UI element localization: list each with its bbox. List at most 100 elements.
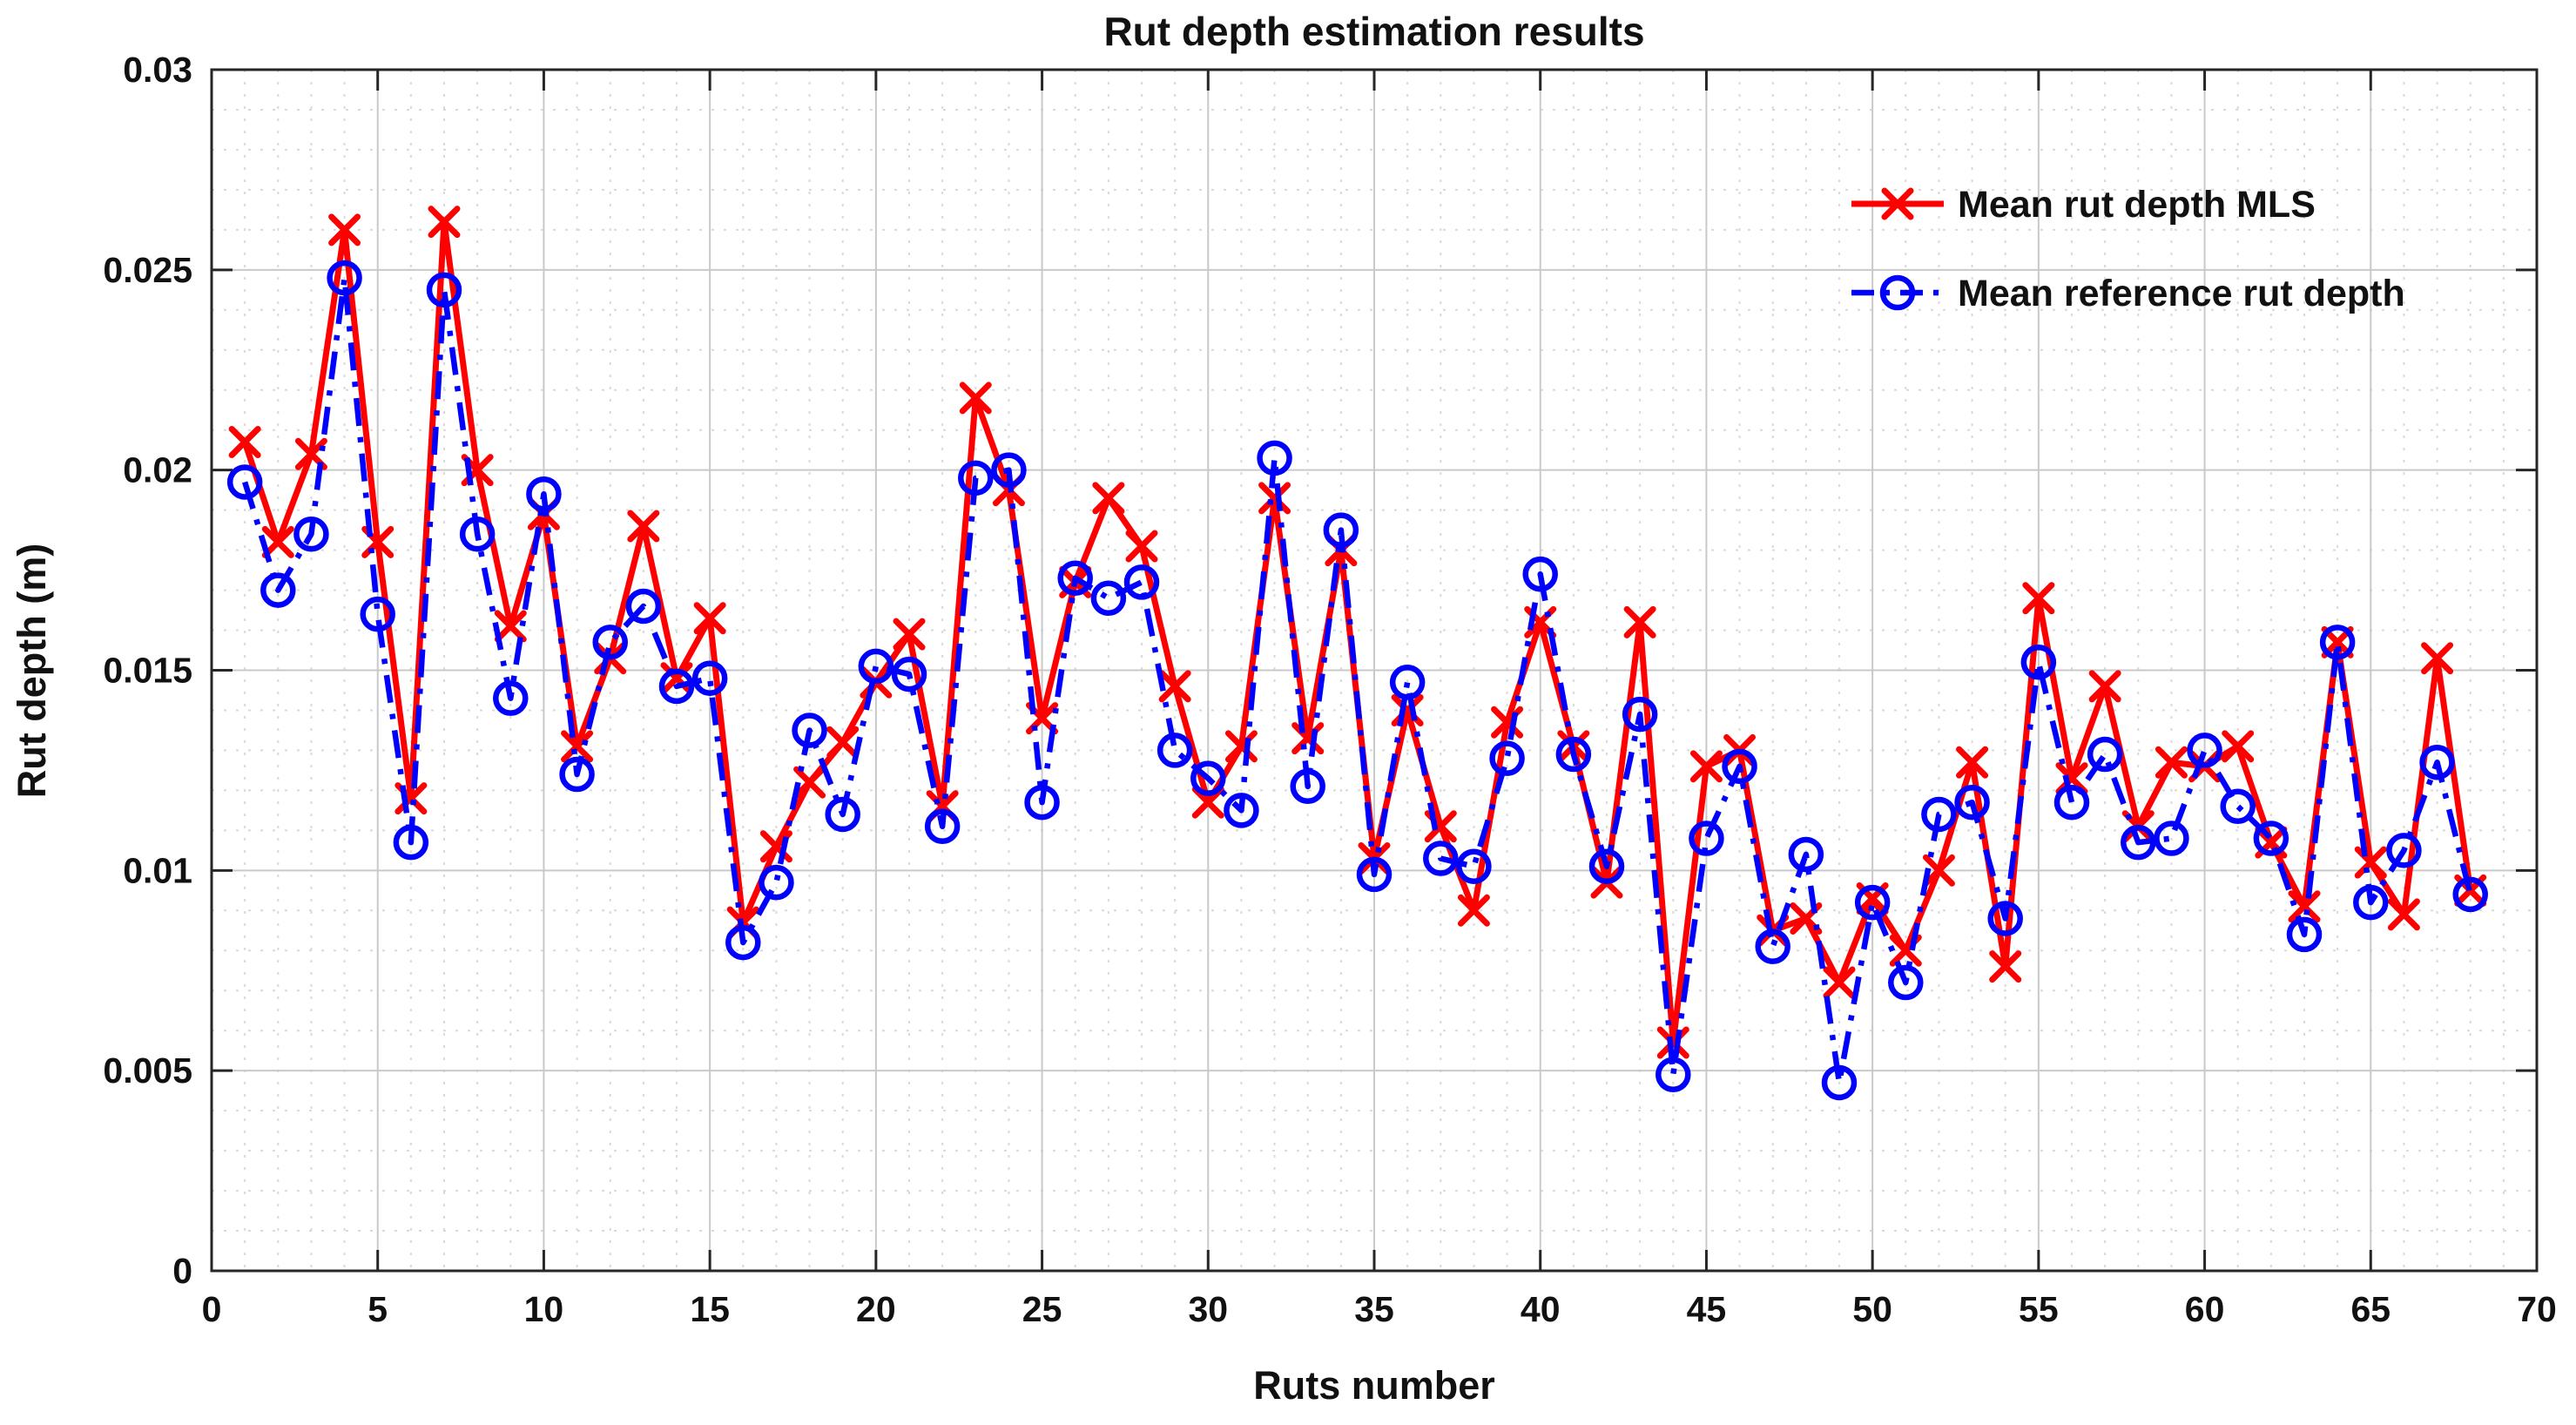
data-point-x-marker — [2155, 746, 2188, 779]
y-tick-label: 0.03 — [123, 50, 192, 90]
data-point-circle-marker — [1456, 848, 1492, 884]
data-point-circle-marker — [725, 924, 761, 961]
data-point-x-marker — [793, 766, 826, 799]
data-point-circle-marker — [559, 756, 595, 793]
x-tick-label: 5 — [368, 1289, 388, 1329]
data-point-circle-marker — [260, 572, 296, 608]
data-point-circle-marker — [2253, 821, 2289, 856]
data-point-circle-marker — [226, 464, 263, 500]
data-point-x-marker — [1125, 530, 1158, 563]
data-point-x-marker — [1922, 854, 1955, 887]
data-point-circle-marker — [592, 625, 628, 660]
x-tick-label: 15 — [690, 1289, 730, 1329]
data-point-circle-marker — [2121, 824, 2156, 861]
data-point-x-marker — [2387, 898, 2420, 931]
data-series — [226, 206, 2488, 1101]
data-point-circle-marker — [1921, 796, 1957, 833]
data-point-circle-marker — [858, 648, 894, 685]
data-point-circle-marker — [891, 656, 927, 692]
data-point-circle-marker — [1389, 665, 1426, 700]
x-tick-label: 70 — [2517, 1289, 2557, 1329]
data-point-circle-marker — [1656, 1057, 1691, 1093]
data-point-circle-marker — [1290, 768, 1325, 805]
data-point-circle-marker — [1888, 964, 1924, 1001]
x-tick-label: 50 — [1852, 1289, 1892, 1329]
data-point-circle-marker — [293, 516, 329, 552]
data-point-x-marker — [959, 382, 992, 415]
y-tick-label: 0.005 — [103, 1050, 192, 1091]
y-tick-label: 0.015 — [103, 651, 192, 691]
y-tick-label: 0 — [172, 1251, 192, 1291]
data-point-circle-marker — [825, 796, 860, 833]
data-point-circle-marker — [1588, 848, 1625, 884]
data-point-x-marker — [1689, 750, 1723, 783]
data-point-x-marker — [1989, 950, 2022, 983]
data-point-circle-marker — [1157, 733, 1193, 768]
data-point-circle-marker — [1987, 901, 2023, 936]
data-point-circle-marker — [526, 476, 562, 512]
data-point-circle-marker — [2154, 821, 2189, 856]
data-point-x-marker — [1823, 966, 1856, 999]
chart-title: Rut depth estimation results — [1103, 9, 1644, 54]
x-tick-label: 65 — [2350, 1289, 2391, 1329]
legend-circle-marker-icon — [1879, 274, 1916, 311]
data-point-x-marker — [261, 525, 294, 558]
data-point-circle-marker — [1854, 884, 1891, 921]
series-line-reference — [242, 274, 2473, 1086]
data-point-circle-marker — [1257, 440, 1292, 476]
axis-ticks — [212, 70, 2537, 1271]
data-point-circle-marker — [2087, 736, 2123, 773]
data-point-circle-marker — [792, 712, 827, 748]
data-point-circle-marker — [1123, 564, 1160, 600]
data-point-circle-marker — [2353, 884, 2389, 921]
data-point-circle-marker — [658, 668, 695, 705]
data-point-circle-marker — [493, 680, 529, 716]
data-point-x-marker — [1158, 670, 1191, 703]
data-point-x-marker — [1457, 894, 1490, 927]
data-point-circle-marker — [1788, 836, 1824, 873]
data-point-x-marker — [2222, 730, 2255, 763]
data-point-x-marker — [494, 610, 527, 643]
data-point-circle-marker — [2020, 645, 2057, 680]
data-point-circle-marker — [958, 460, 994, 496]
x-tick-label: 45 — [1687, 1289, 1727, 1329]
data-point-circle-marker — [2220, 788, 2256, 825]
data-point-circle-marker — [327, 260, 362, 296]
data-point-x-marker — [1258, 482, 1291, 515]
x-axis-label: Ruts number — [1253, 1363, 1495, 1408]
x-tick-label: 0 — [202, 1289, 222, 1329]
data-point-x-marker — [2421, 642, 2454, 675]
data-point-circle-marker — [1954, 784, 1990, 821]
data-point-x-marker — [826, 726, 860, 759]
major-gridlines — [212, 70, 2537, 1271]
data-point-circle-marker — [1224, 793, 1259, 828]
data-point-circle-marker — [2187, 733, 2222, 768]
data-point-x-marker — [2288, 890, 2321, 923]
data-point-circle-marker — [2386, 833, 2422, 868]
plot-box — [210, 68, 2539, 1273]
data-point-circle-marker — [2419, 744, 2455, 780]
data-point-circle-marker — [1821, 1064, 1858, 1101]
data-point-circle-marker — [1057, 560, 1093, 597]
y-tick-label: 0.025 — [103, 250, 192, 290]
data-point-circle-marker — [2286, 916, 2323, 953]
data-point-x-marker — [693, 602, 726, 635]
legend-entry-mls: Mean rut depth MLS — [1851, 184, 2316, 226]
data-point-circle-marker — [991, 452, 1027, 488]
legend-x-marker-icon — [1881, 187, 1914, 220]
data-point-x-marker — [228, 425, 261, 458]
data-point-circle-marker — [1356, 856, 1393, 893]
data-point-circle-marker — [360, 596, 395, 632]
data-point-x-marker — [328, 213, 361, 247]
data-point-x-marker — [1623, 605, 1656, 638]
legend-label-mls: Mean rut depth MLS — [1958, 184, 2316, 226]
x-tick-label: 60 — [2185, 1289, 2225, 1329]
x-tick-labels: 0 5 10 15 20 25 30 35 40 45 50 55 60 65 70 — [202, 1289, 2557, 1329]
data-point-circle-marker — [1190, 760, 1226, 796]
data-point-x-marker — [893, 618, 926, 651]
x-tick-label: 10 — [524, 1289, 564, 1329]
data-point-circle-marker — [1755, 929, 1790, 964]
data-point-circle-marker — [691, 660, 728, 696]
